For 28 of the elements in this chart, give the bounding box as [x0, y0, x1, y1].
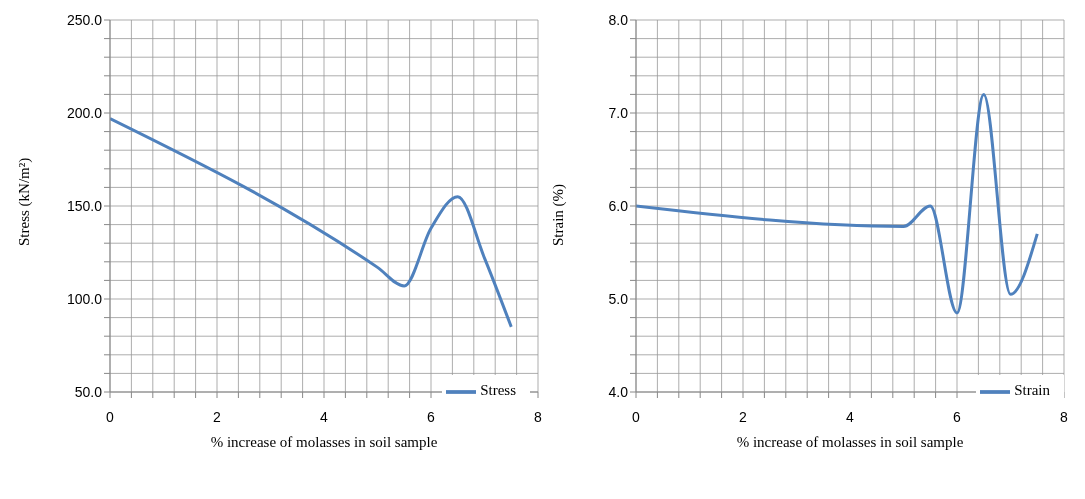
y-tick-label: 8.0 [608, 11, 629, 28]
x-tick-label: 4 [320, 408, 329, 425]
y-axis-title: Stress (kN/m²) [16, 157, 34, 246]
x-tick-label: 8 [534, 408, 543, 425]
x-axis-title: % increase of molasses in soil sample [210, 434, 438, 450]
x-tick-label: 0 [632, 408, 641, 425]
x-tick-label: 0 [106, 408, 115, 425]
x-tick-label: 6 [427, 408, 436, 425]
x-tick-label: 2 [213, 408, 222, 425]
y-tick-label: 7.0 [608, 104, 629, 121]
line-series [636, 92, 1039, 315]
y-tick-label: 200.0 [66, 104, 103, 121]
x-tick-label: 4 [846, 408, 855, 425]
y-tick-label: 50.0 [74, 383, 103, 400]
legend-label: Stress [480, 382, 516, 399]
y-tick-label: 150.0 [66, 197, 103, 214]
y-tick-label: 5.0 [608, 290, 629, 307]
x-tick-label: 2 [739, 408, 748, 425]
y-tick-label: 100.0 [66, 290, 103, 307]
y-tick-label: 4.0 [608, 383, 629, 400]
line-series [110, 117, 513, 329]
y-tick-label: 250.0 [66, 11, 103, 28]
legend-label: Strain [1014, 382, 1050, 399]
x-tick-label: 6 [953, 408, 962, 425]
x-tick-label: 8 [1060, 408, 1069, 425]
x-axis-title: % increase of molasses in soil sample [736, 434, 964, 450]
y-tick-label: 6.0 [608, 197, 629, 214]
y-axis-title: Strain (%) [550, 183, 568, 246]
